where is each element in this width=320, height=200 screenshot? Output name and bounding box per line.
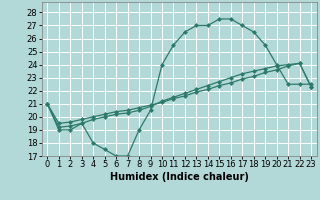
X-axis label: Humidex (Indice chaleur): Humidex (Indice chaleur) bbox=[110, 172, 249, 182]
